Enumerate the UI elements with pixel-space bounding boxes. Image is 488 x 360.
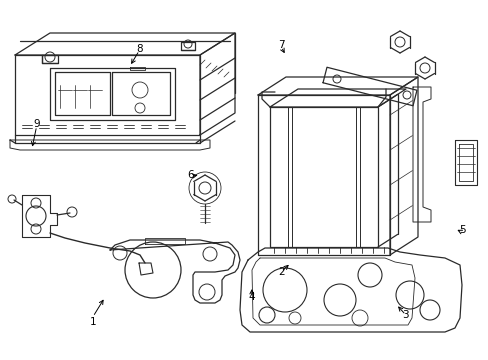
- Text: 1: 1: [89, 317, 96, 327]
- Text: 3: 3: [402, 310, 408, 320]
- Text: 2: 2: [277, 267, 284, 277]
- Text: 9: 9: [33, 119, 40, 129]
- Text: 6: 6: [187, 170, 194, 180]
- Text: 4: 4: [248, 292, 255, 302]
- Text: 7: 7: [277, 40, 284, 50]
- Text: 8: 8: [136, 44, 142, 54]
- Text: 5: 5: [458, 225, 465, 235]
